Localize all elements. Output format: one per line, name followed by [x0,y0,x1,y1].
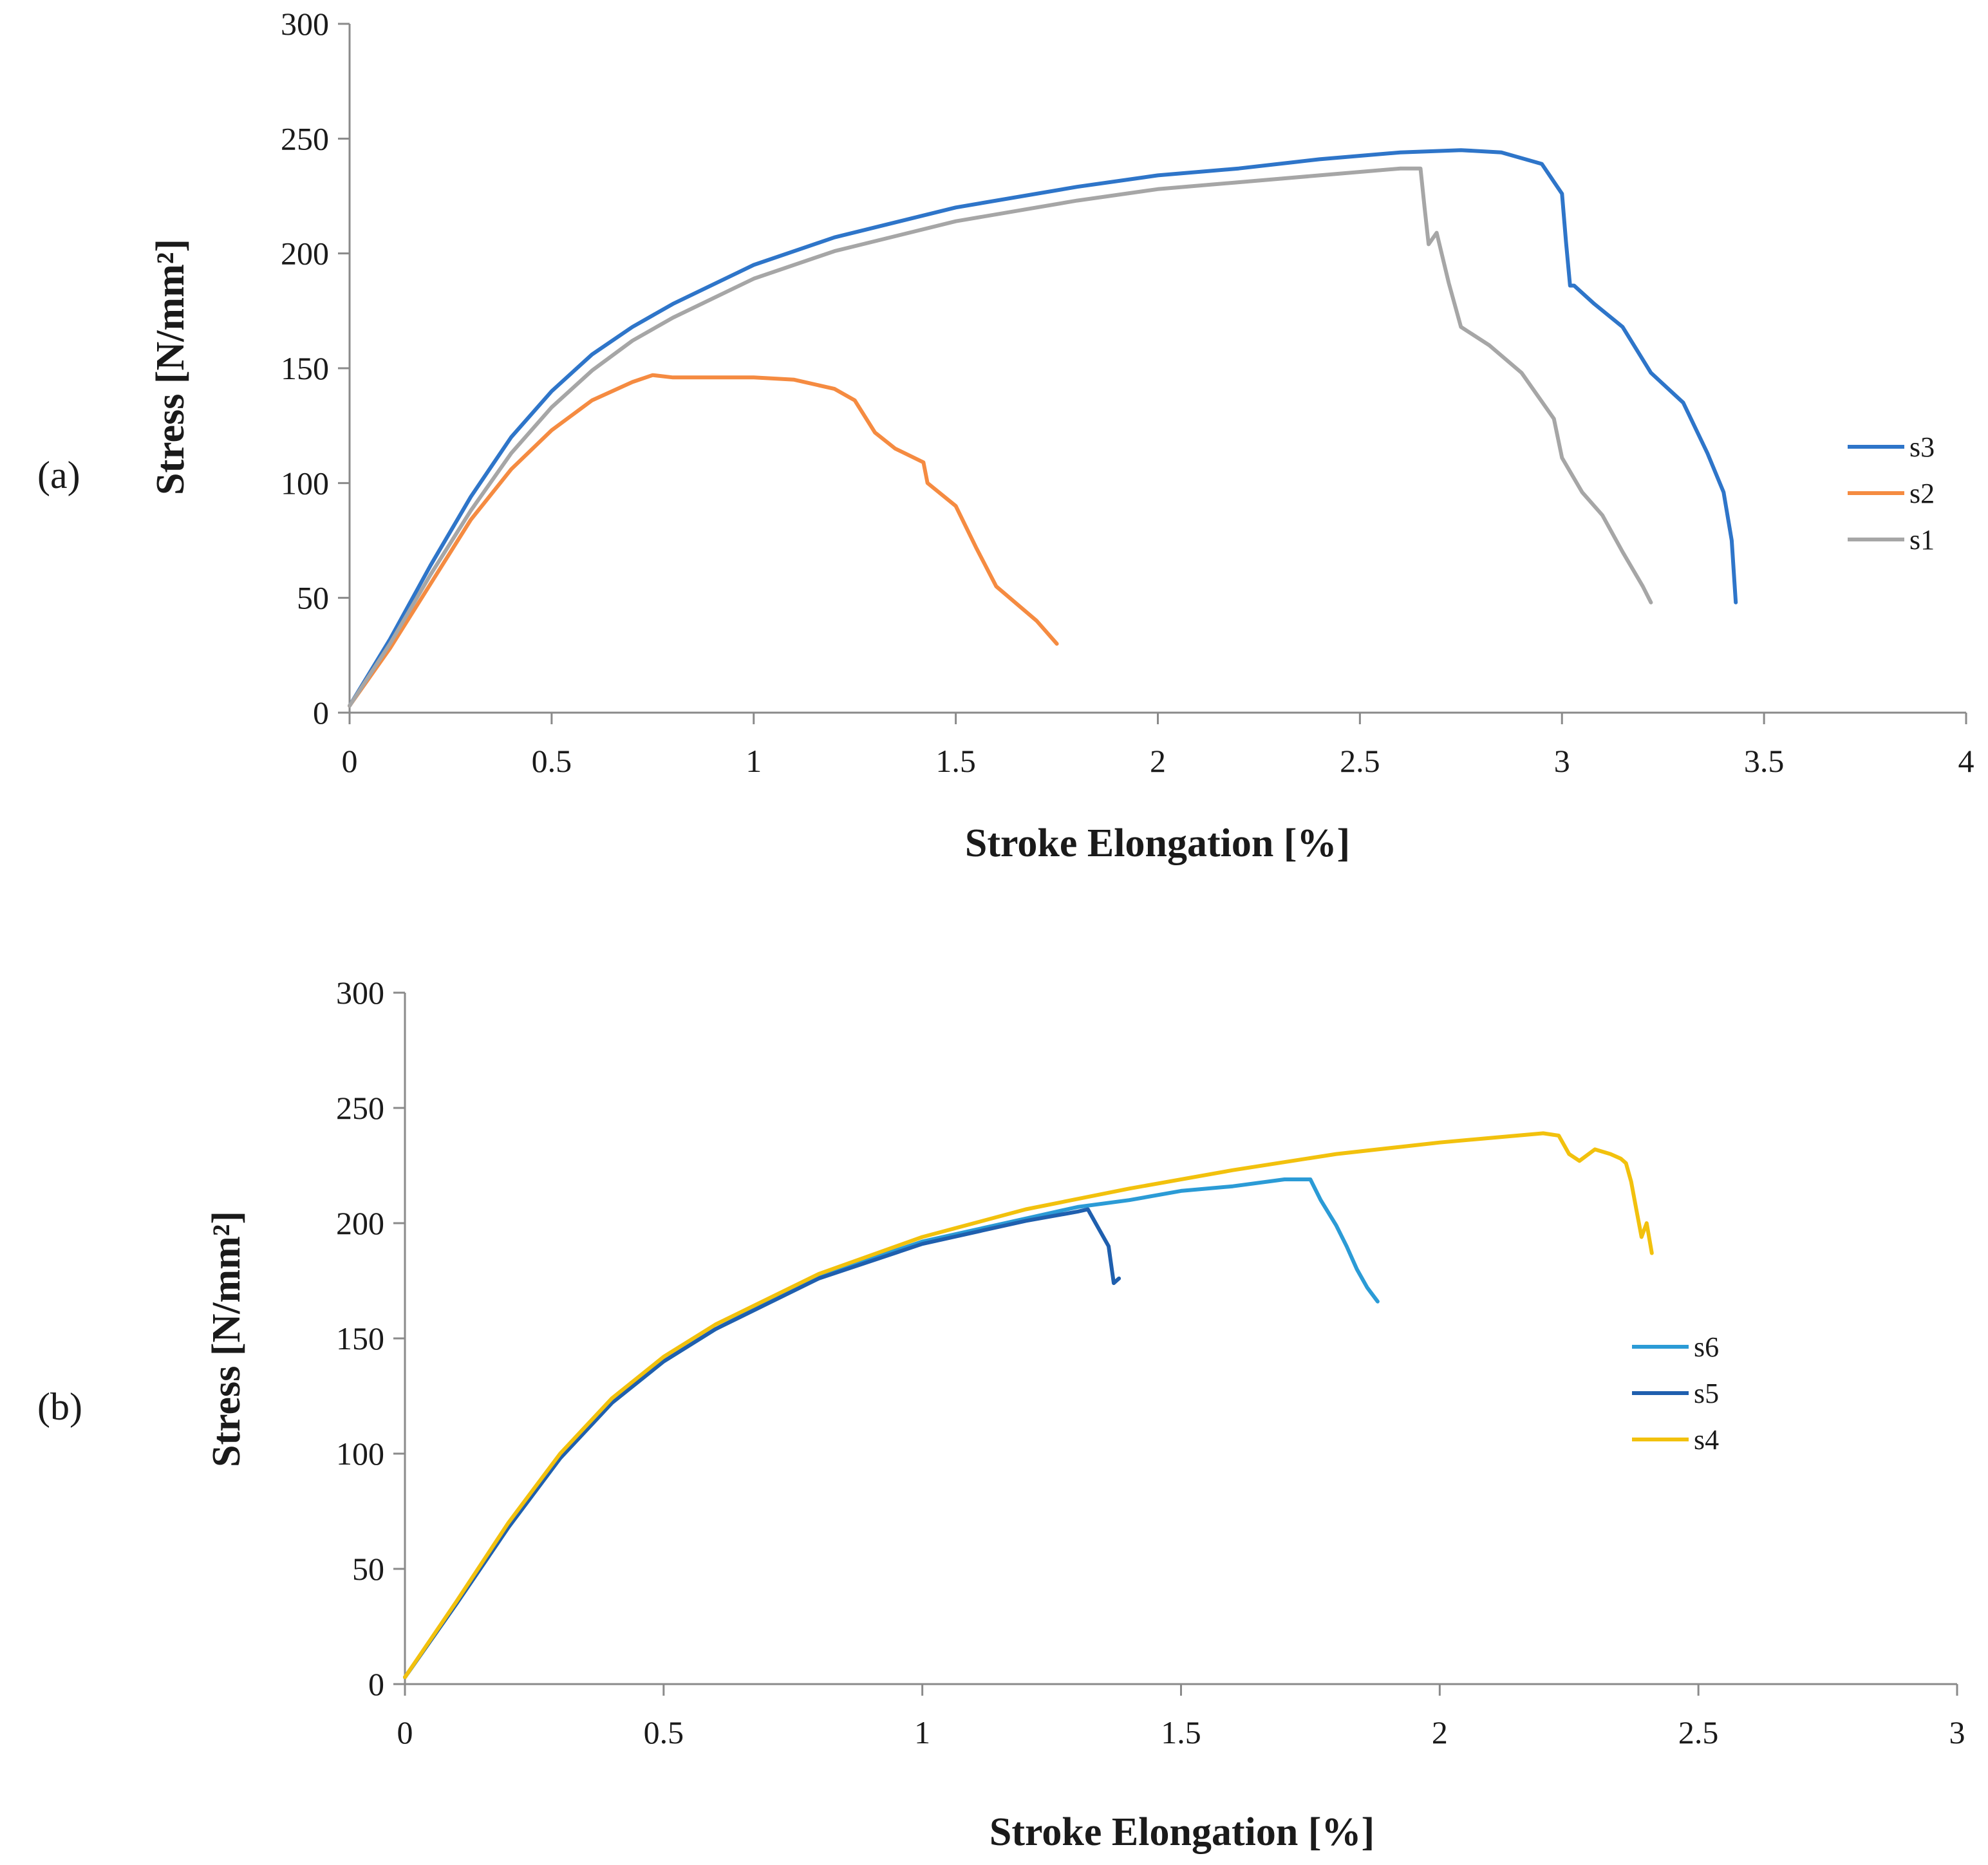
legend-label-s3: s3 [1909,431,1935,463]
x-tick-label: 0 [342,743,358,779]
x-tick-label: 0.5 [532,743,572,779]
legend-label-s2: s2 [1909,478,1935,509]
x-tick-label: 4 [1958,743,1974,779]
y-tick-label: 50 [352,1551,384,1587]
y-tick-label: 300 [336,975,384,1011]
y-tick-label: 50 [297,580,329,616]
y-tick-label: 150 [281,350,329,386]
y-tick-label: 100 [281,465,329,501]
x-tick-label: 0 [397,1714,413,1750]
legend-label-s5: s5 [1694,1378,1719,1409]
x-tick-label: 2 [1432,1714,1448,1750]
x-axis-title: Stroke Elongation [%] [965,821,1350,865]
chart-b: 0 50 100 150 200 250 300 0 0.5 1 1.5 2 2.5 3 Stroke El… [37,975,1965,1854]
y-tick-label: 250 [336,1090,384,1126]
x-tick-label: 2.5 [1340,743,1380,779]
x-axis-title: Stroke Elongation [%] [989,1810,1374,1854]
y-tick-label: 300 [281,6,329,42]
series-line-s3 [348,148,1738,708]
series-line-s4 [403,1131,1654,1680]
y-tick-label: 0 [368,1666,384,1702]
x-tick-label: 0.5 [644,1714,684,1750]
legend-label-s1: s1 [1909,524,1935,556]
x-tick-label: 1.5 [1161,1714,1201,1750]
y-tick-label: 100 [336,1436,384,1472]
x-tick-label: 1 [746,743,762,779]
x-tick-label: 2 [1150,743,1166,779]
legend-label-s4: s4 [1694,1424,1719,1456]
x-tick-label: 3.5 [1744,743,1785,779]
x-tick-label: 3 [1949,1714,1965,1750]
y-tick-label: 0 [313,695,329,731]
panel-label: (a) [37,454,80,496]
y-tick-label: 250 [281,120,329,156]
y-axis-title: Stress [N/mm²] [149,239,192,495]
y-axis-title: Stress [N/mm²] [205,1211,248,1467]
series-line-s2 [348,373,1059,708]
y-tick-label: 150 [336,1320,384,1356]
x-tick-label: 2.5 [1678,1714,1719,1750]
series-line-s1 [348,166,1653,708]
x-tick-label: 3 [1554,743,1570,779]
legend-label-s6: s6 [1694,1331,1719,1363]
x-tick-label: 1.5 [935,743,976,779]
chart-a: 0 50 100 150 200 250 300 0 0.5 1 1.5 2 2.5 3 3.5 4 Strok… [37,6,1974,865]
series-line-s5 [403,1207,1121,1680]
panel-label: (b) [37,1385,82,1428]
y-tick-label: 200 [281,236,329,272]
y-tick-label: 200 [336,1205,384,1241]
x-tick-label: 1 [914,1714,930,1750]
